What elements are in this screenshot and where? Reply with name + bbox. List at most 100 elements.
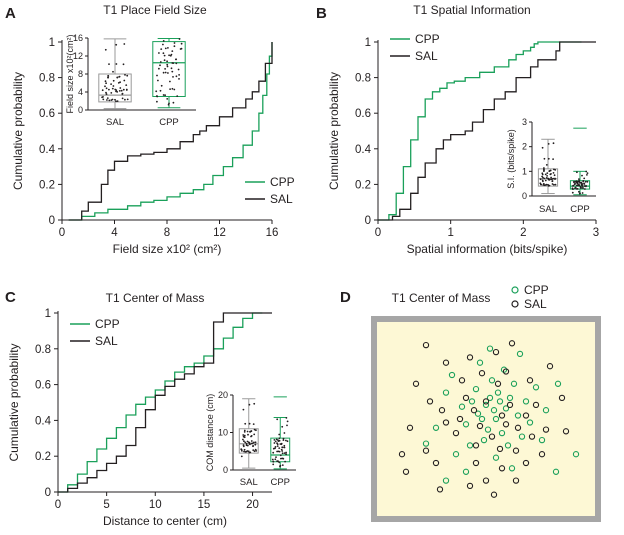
box-point [156, 100, 158, 103]
box-point [246, 440, 249, 443]
box-point [576, 180, 579, 183]
legend-label-cpp: CPP [415, 32, 440, 46]
y-tick-label: 0.4 [355, 144, 372, 156]
x-tick-label: 3 [593, 227, 599, 239]
box-point [162, 94, 165, 96]
box-point [286, 440, 289, 443]
y-tick-label: 0.2 [355, 179, 371, 191]
box-point [115, 90, 117, 93]
box-point [280, 448, 283, 451]
box-point [110, 92, 113, 94]
legend-swatch-cpp [511, 286, 519, 294]
box-point [112, 79, 115, 82]
box-point [114, 98, 116, 101]
point-cpp [442, 389, 450, 396]
chart-title: T1 Center of Mass [392, 291, 491, 305]
box-point [283, 446, 286, 449]
box-point [242, 408, 245, 411]
point-sal [466, 482, 474, 490]
box-point [574, 182, 576, 185]
box-point [550, 178, 552, 181]
inset-y-tick-label: 4 [78, 87, 83, 97]
box-point [581, 187, 583, 189]
point-cpp [542, 407, 550, 414]
box-point [554, 183, 557, 186]
box-point [242, 438, 244, 441]
box-point [278, 433, 281, 436]
box-point [277, 450, 280, 453]
point-cpp [448, 371, 456, 379]
series-line-sal [378, 41, 596, 221]
inset-y-tick-label: 0 [223, 465, 228, 475]
point-cpp [486, 345, 494, 352]
x-tick-label: 20 [246, 499, 259, 511]
box-point [173, 45, 176, 48]
box-point [277, 439, 279, 441]
box-point [586, 172, 589, 175]
box-point [276, 445, 279, 447]
box-point [572, 188, 574, 191]
box-point [164, 68, 167, 70]
point-cpp [498, 429, 506, 437]
box-point [552, 142, 555, 145]
point-sal [528, 433, 536, 440]
box-point [583, 182, 585, 185]
box-point [172, 101, 175, 104]
box-sal [98, 73, 132, 103]
inset-x-tick-label: SAL [539, 204, 557, 215]
y-tick-label: 0.6 [355, 108, 371, 120]
point-sal [452, 429, 460, 437]
y-tick-label: 0 [365, 215, 371, 227]
box-point [247, 433, 249, 436]
point-cpp [526, 419, 534, 426]
legend-label-cpp: CPP [270, 175, 295, 189]
box-point [169, 54, 172, 57]
box-point [106, 97, 109, 99]
point-cpp [510, 380, 518, 387]
box-point [553, 183, 555, 186]
inset-x-tick-label: CPP [270, 477, 290, 488]
y-tick-label: 0 [45, 487, 51, 499]
box-point [577, 184, 579, 187]
x-tick-label: 0 [59, 227, 65, 239]
box-point [279, 464, 282, 467]
box-point [245, 444, 248, 447]
box-point [273, 442, 276, 444]
y-axis-label: Cumulative probability [11, 72, 25, 190]
box-point [250, 430, 253, 432]
inset-x-tick-label: CPP [570, 204, 590, 215]
point-sal [538, 451, 546, 458]
point-sal [502, 421, 510, 428]
box-point [240, 455, 243, 458]
point-sal [488, 433, 496, 440]
box-point [547, 143, 550, 145]
legend-label-cpp: CPP [524, 283, 549, 297]
point-sal [512, 447, 520, 454]
point-cpp [484, 426, 492, 433]
box-point [549, 169, 552, 172]
box-point [281, 450, 284, 452]
box-point [166, 63, 169, 66]
arena [371, 316, 601, 522]
box-point [120, 89, 123, 92]
series-line-sal [68, 42, 273, 221]
box-point [581, 185, 584, 188]
point-sal [562, 428, 570, 435]
box-point [539, 178, 542, 181]
box-point [285, 453, 287, 456]
point-cpp [462, 468, 470, 475]
box-point [105, 93, 108, 95]
box-point [119, 87, 122, 89]
box-point [281, 446, 284, 449]
box-point [281, 457, 284, 460]
point-cpp [552, 468, 560, 475]
legend-label-sal: SAL [270, 192, 293, 206]
box-point [283, 452, 286, 454]
box-point [277, 460, 279, 463]
box-point [126, 98, 129, 101]
box-point [584, 188, 586, 190]
point-cpp [506, 394, 514, 402]
box-point [112, 85, 115, 87]
box-point [166, 60, 169, 63]
point-sal [422, 341, 430, 349]
